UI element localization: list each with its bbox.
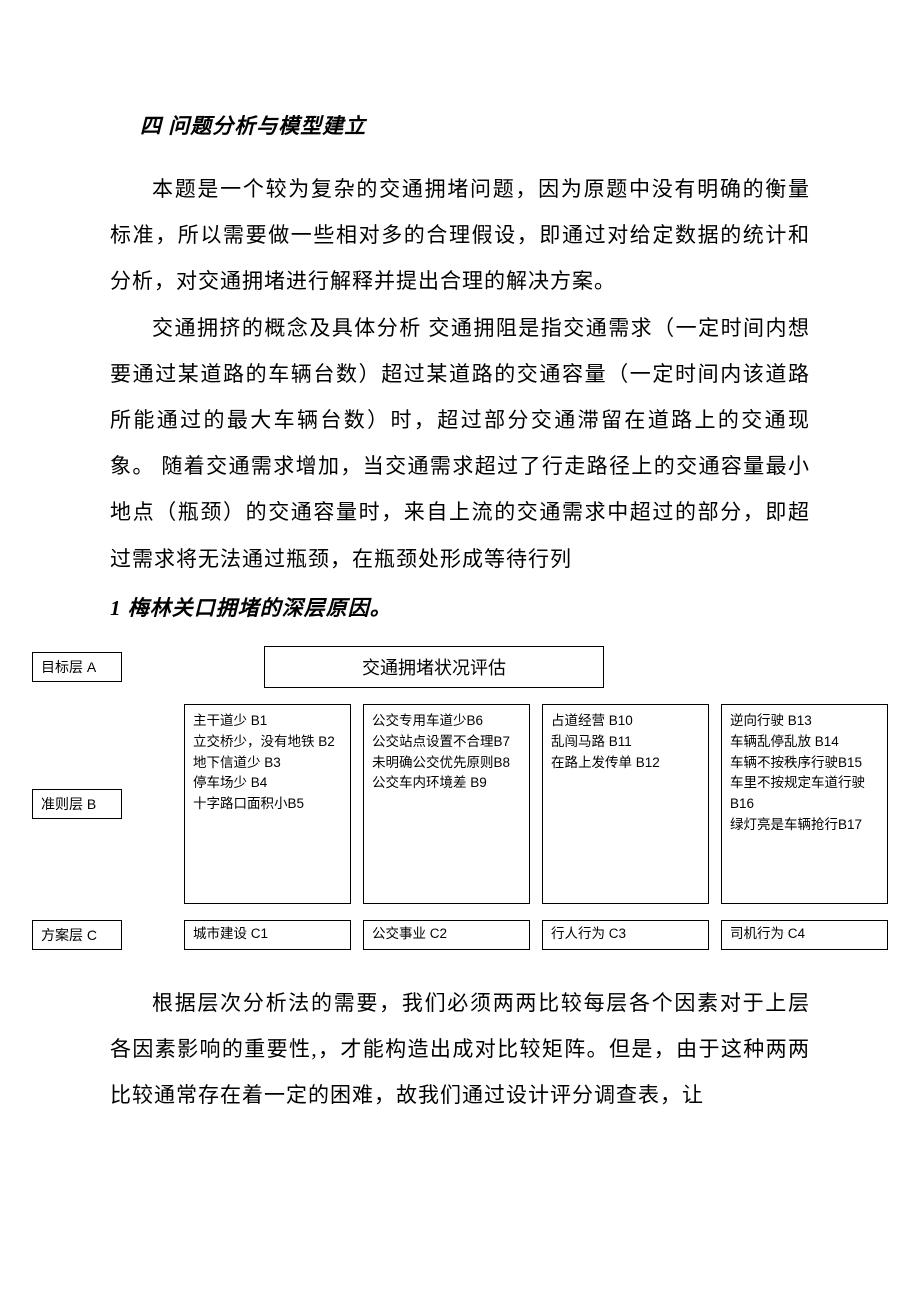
target-box: 交通拥堵状况评估 (264, 646, 604, 688)
paragraph-1: 本题是一个较为复杂的交通拥堵问题，因为原题中没有明确的衡量标准，所以需要做一些相… (110, 166, 810, 305)
criteria-item: 逆向行驶 B13 (730, 711, 879, 732)
criteria-item: 立交桥少，没有地铁 B2 (193, 732, 342, 753)
layer-a-row: 目标层 A 交通拥堵状况评估 (32, 646, 888, 688)
section-title: 四 问题分析与模型建立 (140, 110, 810, 140)
criteria-item: 未明确公交优先原则B8 (372, 753, 521, 774)
layer-c-row: 方案层 C 城市建设 C1 公交事业 C2 行人行为 C3 司机行为 C4 (32, 920, 888, 950)
criteria-item: 乱闯马路 B11 (551, 732, 700, 753)
criteria-item: 在路上发传单 B12 (551, 753, 700, 774)
plan-box-1: 城市建设 C1 (184, 920, 351, 950)
layer-b-row: 准则层 B 主干道少 B1立交桥少，没有地铁 B2地下信道少 B3停车场少 B4… (32, 704, 888, 904)
criteria-item: 车辆不按秩序行驶B15 (730, 753, 879, 774)
plan-box-4: 司机行为 C4 (721, 920, 888, 950)
plan-box-2: 公交事业 C2 (363, 920, 530, 950)
criteria-item: 十字路口面积小B5 (193, 794, 342, 815)
criteria-box-1: 主干道少 B1立交桥少，没有地铁 B2地下信道少 B3停车场少 B4十字路口面积… (184, 704, 351, 904)
criteria-item: 车里不按规定车道行驶 B16 (730, 773, 879, 815)
plan-box-3: 行人行为 C3 (542, 920, 709, 950)
criteria-item: 停车场少 B4 (193, 773, 342, 794)
subsection-title: 1 梅林关口拥堵的深层原因。 (110, 592, 810, 622)
layer-a-label: 目标层 A (32, 652, 122, 682)
criteria-box-4: 逆向行驶 B13车辆乱停乱放 B14车辆不按秩序行驶B15车里不按规定车道行驶 … (721, 704, 888, 904)
spacer (134, 920, 172, 950)
hierarchy-diagram: 目标层 A 交通拥堵状况评估 准则层 B 主干道少 B1立交桥少，没有地铁 B2… (32, 646, 888, 950)
criteria-item: 公交站点设置不合理B7 (372, 732, 521, 753)
criteria-item: 车辆乱停乱放 B14 (730, 732, 879, 753)
criteria-box-2: 公交专用车道少B6公交站点设置不合理B7未明确公交优先原则B8公交车内环境差 B… (363, 704, 530, 904)
paragraph-2: 交通拥挤的概念及具体分析 交通拥阻是指交通需求（一定时间内想要通过某道路的车辆台… (110, 305, 810, 582)
criteria-item: 公交专用车道少B6 (372, 711, 521, 732)
criteria-item: 地下信道少 B3 (193, 753, 342, 774)
criteria-item: 主干道少 B1 (193, 711, 342, 732)
criteria-item: 绿灯亮是车辆抢行B17 (730, 815, 879, 836)
layer-c-label: 方案层 C (32, 920, 122, 950)
paragraph-3: 根据层次分析法的需要，我们必须两两比较每层各个因素对于上层各因素影响的重要性,，… (110, 980, 810, 1119)
criteria-item: 公交车内环境差 B9 (372, 773, 521, 794)
spacer (134, 704, 172, 904)
layer-b-label: 准则层 B (32, 789, 122, 819)
criteria-item: 占道经营 B10 (551, 711, 700, 732)
criteria-box-3: 占道经营 B10乱闯马路 B11在路上发传单 B12 (542, 704, 709, 904)
